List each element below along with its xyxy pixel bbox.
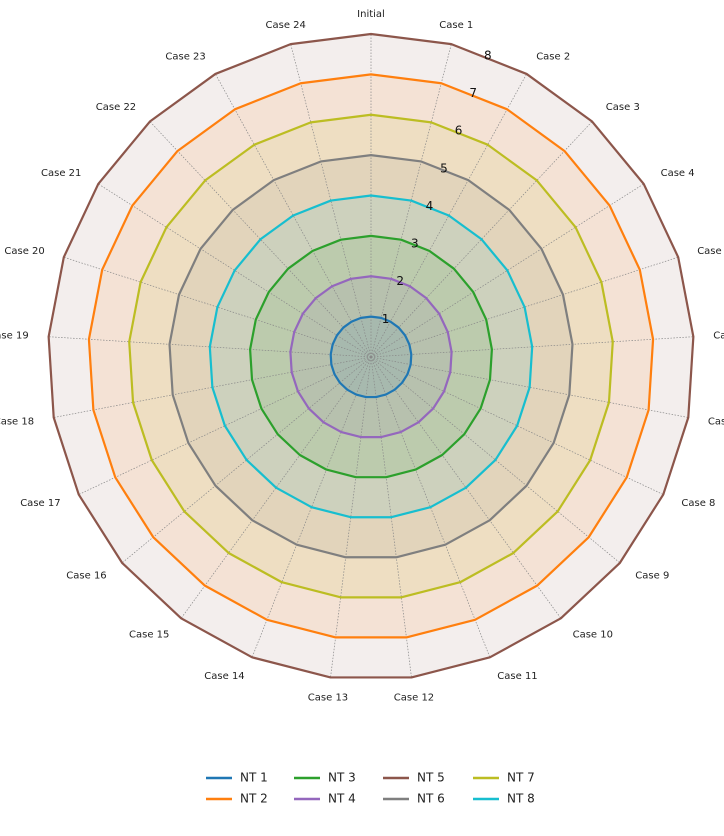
category-label-case-4: Case 4 [661, 168, 695, 179]
legend-label-nt-2: NT 2 [240, 792, 268, 806]
legend-item-nt-7: NT 7 [473, 771, 535, 785]
series-line-nt-8 [208, 194, 534, 519]
radial-tick-1: 1 [382, 312, 390, 326]
category-label-initial: Initial [357, 9, 385, 20]
category-label-case-22: Case 22 [96, 102, 136, 113]
series-line-nt-6 [168, 154, 574, 559]
radial-tick-2: 2 [396, 274, 404, 288]
legend-label-nt-4: NT 4 [328, 792, 356, 806]
legend-item-nt-6: NT 6 [383, 792, 445, 806]
category-label-case-16: Case 16 [66, 571, 106, 582]
category-label-case-1: Case 1 [439, 20, 473, 31]
category-label-case-13: Case 13 [308, 692, 348, 703]
category-label-case-3: Case 3 [606, 102, 640, 113]
category-label-case-17: Case 17 [20, 498, 60, 509]
category-label-case-18: Case 18 [0, 416, 34, 427]
legend-label-nt-6: NT 6 [417, 792, 445, 806]
series-lines [47, 32, 695, 679]
legend-label-nt-3: NT 3 [328, 771, 356, 785]
series-line-nt-7 [128, 113, 614, 599]
legend-item-nt-4: NT 4 [294, 792, 356, 806]
category-label-case-7: Case 7 [708, 416, 724, 427]
legend-item-nt-1: NT 1 [206, 771, 268, 785]
category-label-case-5: Case 5 [697, 246, 724, 257]
radial-tick-5: 5 [440, 161, 448, 175]
category-label-case-15: Case 15 [129, 630, 169, 641]
legend: NT 1 NT 2 NT 3 NT 4 NT 5 NT 6 NT 7 NT 8 [206, 771, 535, 806]
legend-item-nt-5: NT 5 [383, 771, 445, 785]
legend-label-nt-7: NT 7 [507, 771, 535, 785]
radial-tick-7: 7 [469, 86, 477, 100]
category-labels: Initial Case 1 Case 2 Case 3 Case 4 Case 5 Cas… [0, 9, 724, 703]
legend-item-nt-8: NT 8 [473, 792, 535, 806]
radial-tick-8: 8 [484, 48, 492, 62]
legend-item-nt-2: NT 2 [206, 792, 268, 806]
category-label-case-6: Case 6 [713, 331, 724, 342]
series-line-nt-3 [249, 234, 493, 479]
radial-tick-labels: 1 2 3 4 5 6 7 8 [382, 48, 492, 326]
category-label-case-2: Case 2 [536, 51, 570, 62]
category-label-case-10: Case 10 [573, 630, 613, 641]
legend-label-nt-8: NT 8 [507, 792, 535, 806]
category-label-case-12: Case 12 [394, 692, 434, 703]
series-line-nt-1 [329, 315, 413, 399]
category-label-case-24: Case 24 [266, 20, 306, 31]
category-label-case-11: Case 11 [497, 671, 537, 682]
category-label-case-23: Case 23 [165, 51, 205, 62]
legend-label-nt-5: NT 5 [417, 771, 445, 785]
category-label-case-20: Case 20 [4, 246, 44, 257]
radial-tick-4: 4 [426, 199, 434, 213]
legend-item-nt-3: NT 3 [294, 771, 356, 785]
radial-tick-6: 6 [455, 124, 463, 138]
category-label-case-14: Case 14 [204, 671, 244, 682]
radial-tick-3: 3 [411, 237, 419, 251]
legend-label-nt-1: NT 1 [240, 771, 268, 785]
category-label-case-9: Case 9 [635, 571, 669, 582]
series-line-nt-4 [289, 275, 453, 439]
category-label-case-21: Case 21 [41, 168, 81, 179]
series-line-nt-2 [87, 73, 655, 639]
category-label-case-8: Case 8 [681, 498, 715, 509]
category-label-case-19: Case 19 [0, 331, 29, 342]
series-line-nt-5 [47, 32, 695, 679]
